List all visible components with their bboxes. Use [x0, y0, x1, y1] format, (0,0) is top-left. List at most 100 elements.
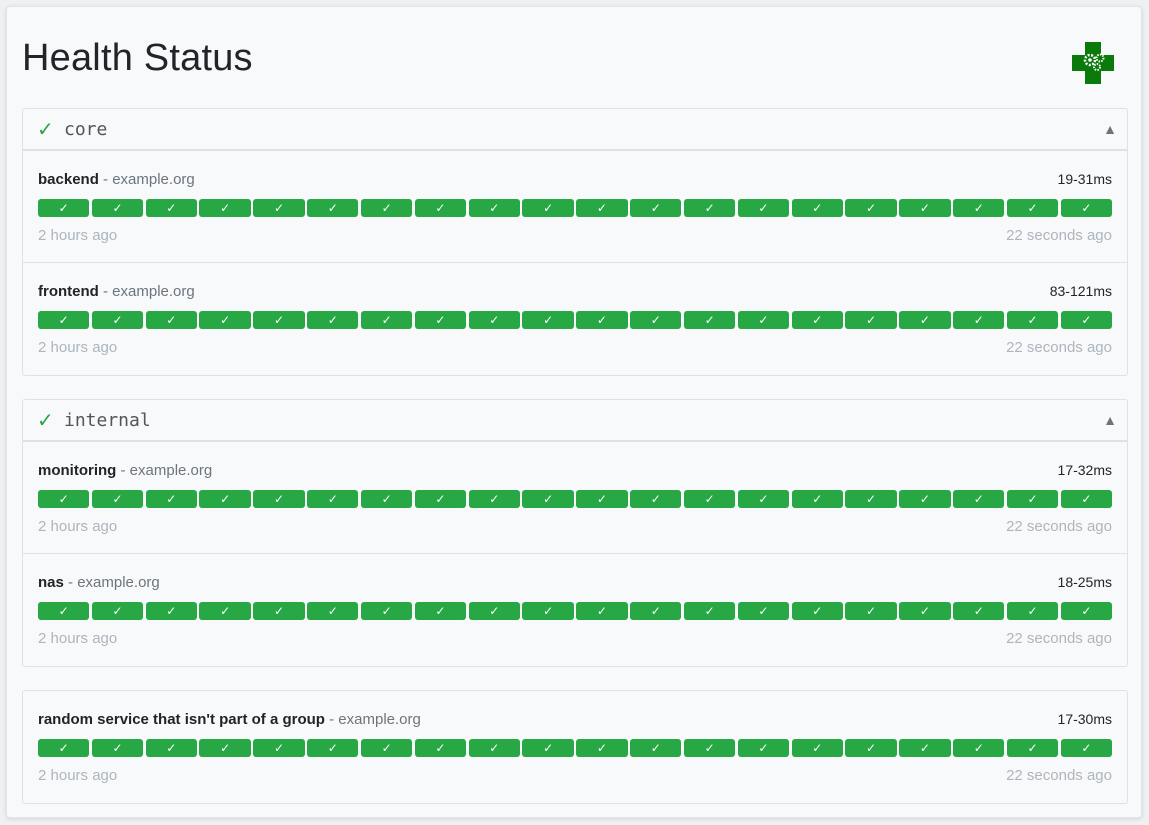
result-success-bar[interactable]: ✓ — [91, 602, 144, 620]
result-success-bar[interactable]: ✓ — [91, 311, 144, 329]
service-row[interactable]: nas - example.org 18-25ms ✓ ✓ ✓ ✓ ✓ ✓ ✓ ✓ ✓ ✓ ✓ ✓ ✓ ✓… — [23, 554, 1127, 666]
result-success-bar[interactable]: ✓ — [414, 602, 467, 620]
result-success-bar[interactable]: ✓ — [737, 490, 790, 508]
result-success-bar[interactable]: ✓ — [91, 199, 144, 217]
result-success-bar[interactable]: ✓ — [38, 739, 90, 757]
result-success-bar[interactable]: ✓ — [522, 602, 574, 620]
result-success-bar[interactable]: ✓ — [576, 602, 628, 620]
result-success-bar[interactable]: ✓ — [791, 490, 843, 508]
result-success-bar[interactable]: ✓ — [630, 311, 682, 329]
result-success-bar[interactable]: ✓ — [38, 490, 90, 508]
result-success-bar[interactable]: ✓ — [683, 311, 736, 329]
result-success-bar[interactable]: ✓ — [576, 311, 628, 329]
result-success-bar[interactable]: ✓ — [1006, 602, 1059, 620]
result-success-bar[interactable]: ✓ — [576, 490, 628, 508]
result-success-bar[interactable]: ✓ — [145, 199, 197, 217]
result-success-bar[interactable]: ✓ — [953, 602, 1005, 620]
result-success-bar[interactable]: ✓ — [791, 602, 843, 620]
result-success-bar[interactable]: ✓ — [360, 199, 413, 217]
result-success-bar[interactable]: ✓ — [1060, 490, 1113, 508]
result-success-bar[interactable]: ✓ — [899, 199, 951, 217]
result-success-bar[interactable]: ✓ — [845, 311, 897, 329]
result-success-bar[interactable]: ✓ — [307, 602, 359, 620]
result-success-bar[interactable]: ✓ — [845, 199, 897, 217]
result-success-bar[interactable]: ✓ — [145, 490, 197, 508]
result-success-bar[interactable]: ✓ — [38, 602, 90, 620]
result-success-bar[interactable]: ✓ — [953, 311, 1005, 329]
result-success-bar[interactable]: ✓ — [1006, 311, 1059, 329]
result-success-bar[interactable]: ✓ — [630, 739, 682, 757]
result-success-bar[interactable]: ✓ — [199, 602, 251, 620]
result-success-bar[interactable]: ✓ — [253, 602, 305, 620]
result-success-bar[interactable]: ✓ — [414, 311, 467, 329]
result-success-bar[interactable]: ✓ — [1006, 739, 1059, 757]
result-success-bar[interactable]: ✓ — [899, 739, 951, 757]
result-success-bar[interactable]: ✓ — [791, 311, 843, 329]
result-success-bar[interactable]: ✓ — [576, 739, 628, 757]
result-success-bar[interactable]: ✓ — [468, 739, 520, 757]
result-success-bar[interactable]: ✓ — [522, 199, 574, 217]
collapse-toggle-icon[interactable]: ▲ — [1103, 121, 1117, 137]
service-row[interactable]: random service that isn't part of a grou… — [23, 691, 1127, 803]
result-success-bar[interactable]: ✓ — [253, 311, 305, 329]
result-success-bar[interactable]: ✓ — [737, 311, 790, 329]
result-success-bar[interactable]: ✓ — [522, 490, 574, 508]
result-success-bar[interactable]: ✓ — [737, 602, 790, 620]
result-success-bar[interactable]: ✓ — [522, 739, 574, 757]
result-success-bar[interactable]: ✓ — [360, 311, 413, 329]
result-success-bar[interactable]: ✓ — [38, 311, 90, 329]
result-success-bar[interactable]: ✓ — [91, 739, 144, 757]
result-success-bar[interactable]: ✓ — [522, 311, 574, 329]
result-success-bar[interactable]: ✓ — [145, 311, 197, 329]
result-success-bar[interactable]: ✓ — [737, 739, 790, 757]
result-success-bar[interactable]: ✓ — [414, 199, 467, 217]
result-success-bar[interactable]: ✓ — [414, 490, 467, 508]
result-success-bar[interactable]: ✓ — [899, 490, 951, 508]
result-success-bar[interactable]: ✓ — [307, 311, 359, 329]
result-success-bar[interactable]: ✓ — [899, 311, 951, 329]
result-success-bar[interactable]: ✓ — [199, 199, 251, 217]
result-success-bar[interactable]: ✓ — [91, 490, 144, 508]
result-success-bar[interactable]: ✓ — [199, 739, 251, 757]
result-success-bar[interactable]: ✓ — [683, 490, 736, 508]
result-success-bar[interactable]: ✓ — [1060, 199, 1113, 217]
result-success-bar[interactable]: ✓ — [791, 739, 843, 757]
service-row[interactable]: monitoring - example.org 17-32ms ✓ ✓ ✓ ✓ ✓ ✓ ✓… — [23, 442, 1127, 554]
result-success-bar[interactable]: ✓ — [630, 490, 682, 508]
group-header[interactable]: ✓ core ▲ — [23, 109, 1127, 151]
result-success-bar[interactable]: ✓ — [360, 490, 413, 508]
result-success-bar[interactable]: ✓ — [953, 739, 1005, 757]
result-success-bar[interactable]: ✓ — [307, 199, 359, 217]
result-success-bar[interactable]: ✓ — [145, 739, 197, 757]
result-success-bar[interactable]: ✓ — [953, 490, 1005, 508]
result-success-bar[interactable]: ✓ — [1060, 311, 1113, 329]
result-success-bar[interactable]: ✓ — [899, 602, 951, 620]
result-success-bar[interactable]: ✓ — [845, 602, 897, 620]
result-success-bar[interactable]: ✓ — [791, 199, 843, 217]
result-success-bar[interactable]: ✓ — [683, 199, 736, 217]
result-success-bar[interactable]: ✓ — [468, 490, 520, 508]
result-success-bar[interactable]: ✓ — [576, 199, 628, 217]
result-success-bar[interactable]: ✓ — [307, 490, 359, 508]
service-row[interactable]: backend - example.org 19-31ms ✓ ✓ ✓ ✓ ✓ ✓ ✓ ✓ ✓ ✓… — [23, 151, 1127, 263]
result-success-bar[interactable]: ✓ — [199, 490, 251, 508]
collapse-toggle-icon[interactable]: ▲ — [1103, 412, 1117, 428]
result-success-bar[interactable]: ✓ — [683, 739, 736, 757]
result-success-bar[interactable]: ✓ — [1006, 199, 1059, 217]
result-success-bar[interactable]: ✓ — [38, 199, 90, 217]
result-success-bar[interactable]: ✓ — [953, 199, 1005, 217]
result-success-bar[interactable]: ✓ — [1060, 739, 1113, 757]
result-success-bar[interactable]: ✓ — [307, 739, 359, 757]
result-success-bar[interactable]: ✓ — [468, 311, 520, 329]
result-success-bar[interactable]: ✓ — [360, 602, 413, 620]
group-header[interactable]: ✓ internal ▲ — [23, 400, 1127, 442]
result-success-bar[interactable]: ✓ — [630, 199, 682, 217]
result-success-bar[interactable]: ✓ — [683, 602, 736, 620]
result-success-bar[interactable]: ✓ — [199, 311, 251, 329]
result-success-bar[interactable]: ✓ — [1060, 602, 1113, 620]
result-success-bar[interactable]: ✓ — [145, 602, 197, 620]
result-success-bar[interactable]: ✓ — [253, 739, 305, 757]
result-success-bar[interactable]: ✓ — [468, 602, 520, 620]
result-success-bar[interactable]: ✓ — [737, 199, 790, 217]
result-success-bar[interactable]: ✓ — [253, 199, 305, 217]
